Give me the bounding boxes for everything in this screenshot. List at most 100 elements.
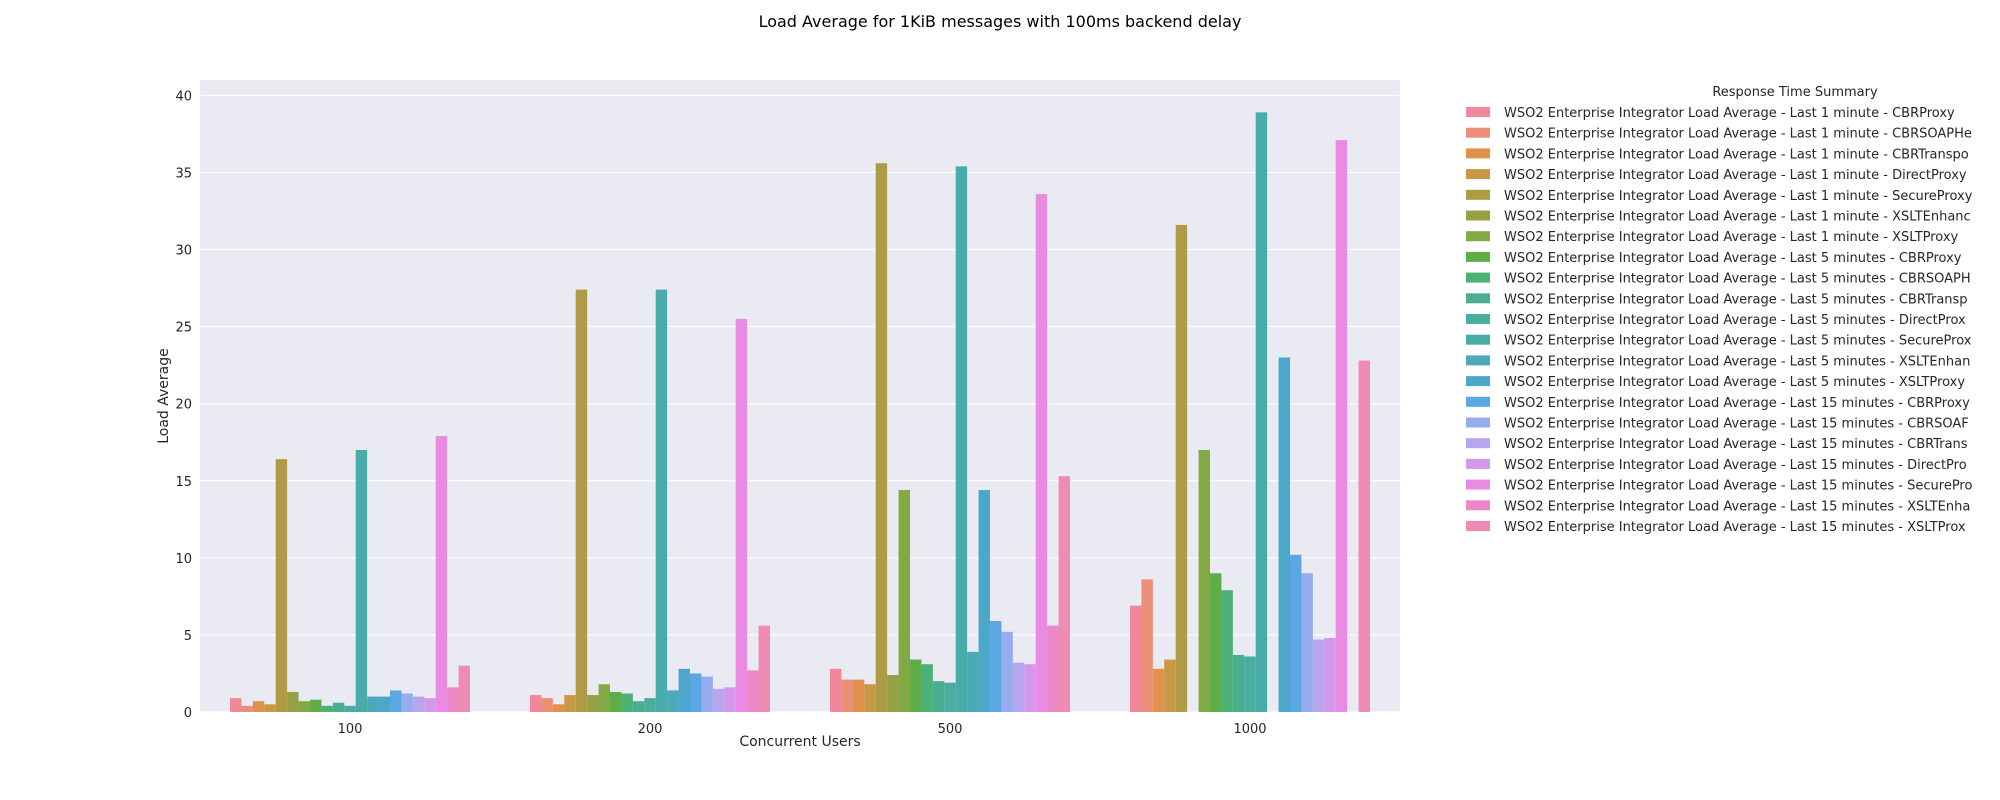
y-tick-label: 40 (175, 89, 192, 104)
bar (241, 705, 253, 712)
y-tick-label: 30 (175, 244, 192, 259)
legend-swatch (1466, 231, 1490, 242)
bar (932, 681, 945, 712)
bar (1255, 112, 1268, 713)
legend-swatch (1466, 521, 1490, 531)
bar (1175, 224, 1188, 712)
bar (1335, 140, 1348, 713)
bar (424, 698, 436, 712)
legend-swatch (1466, 210, 1490, 221)
bar (367, 696, 379, 712)
bar (378, 696, 390, 712)
legend-swatch (1466, 251, 1490, 262)
bar (355, 449, 368, 712)
legend-swatch (1466, 417, 1490, 428)
legend-swatch (1466, 148, 1490, 159)
bar (690, 673, 702, 712)
bar (1130, 605, 1142, 712)
x-axis-label: Concurrent Users (739, 734, 860, 750)
legend-swatch (1466, 376, 1490, 387)
legend-swatch (1466, 479, 1490, 490)
bar (632, 701, 645, 712)
bar (230, 698, 242, 712)
legend-entry: WSO2 Enterprise Integrator Load Average … (1504, 417, 1969, 432)
bar (310, 699, 322, 712)
y-tick-label: 10 (175, 552, 192, 567)
bar (435, 436, 448, 712)
bar (1324, 638, 1336, 712)
bar (530, 695, 542, 712)
legend-entry: WSO2 Enterprise Integrator Load Average … (1504, 479, 1972, 494)
bar (1312, 639, 1325, 712)
bar (655, 289, 668, 712)
x-tick-label: 200 (638, 722, 663, 737)
bar (321, 705, 333, 712)
legend-swatch (1466, 169, 1490, 180)
bar (458, 665, 470, 712)
bar (978, 490, 990, 712)
legend-entry: WSO2 Enterprise Integrator Load Average … (1504, 272, 1971, 287)
bar (1152, 668, 1165, 712)
legend-swatch (1466, 355, 1490, 366)
bar (1024, 664, 1036, 712)
bar (852, 679, 865, 712)
bar (724, 687, 736, 712)
x-tick-label: 1000 (1233, 722, 1266, 737)
legend-entry: WSO2 Enterprise Integrator Load Average … (1504, 375, 1965, 390)
y-tick-label: 0 (184, 706, 192, 721)
legend-entry: WSO2 Enterprise Integrator Load Average … (1504, 313, 1966, 328)
legend-swatch (1466, 314, 1490, 324)
bar (412, 696, 425, 712)
bar (252, 701, 265, 712)
bar (564, 695, 576, 712)
legend-swatch (1466, 334, 1490, 345)
legend-entry: WSO2 Enterprise Integrator Load Average … (1504, 396, 1970, 411)
bar (667, 690, 679, 712)
bar (1290, 554, 1302, 712)
bar (898, 490, 910, 712)
bar (644, 698, 656, 712)
bar (1278, 357, 1290, 712)
bar (1221, 590, 1233, 712)
bar (875, 163, 888, 713)
legend: Response Time Summary WSO2 Enterprise In… (1466, 85, 1973, 535)
bar (1232, 654, 1245, 712)
bar (1035, 194, 1048, 712)
legend-entry: WSO2 Enterprise Integrator Load Average … (1504, 189, 1973, 204)
legend-swatch (1466, 396, 1490, 407)
legend-entry: WSO2 Enterprise Integrator Load Average … (1504, 106, 1955, 121)
bar (575, 289, 588, 712)
y-tick-label: 25 (175, 321, 192, 336)
chart-title: Load Average for 1KiB messages with 100m… (759, 12, 1242, 31)
bar (944, 682, 956, 712)
bar (830, 668, 842, 712)
bar (1047, 625, 1059, 712)
bar (344, 705, 356, 712)
x-tick-label: 500 (938, 722, 963, 737)
legend-swatch (1466, 272, 1490, 283)
bar (610, 691, 622, 712)
legend-entry: WSO2 Enterprise Integrator Load Average … (1504, 354, 1970, 369)
x-tick-labels: 100 200 500 1000 (338, 722, 1267, 737)
legend-entry: WSO2 Enterprise Integrator Load Average … (1504, 230, 1959, 245)
bar (552, 704, 565, 712)
bar (1301, 573, 1313, 712)
y-tick-label: 20 (175, 398, 192, 413)
bar (712, 688, 725, 712)
bar (955, 166, 968, 712)
y-tick-label: 35 (175, 166, 192, 181)
bar (275, 459, 288, 712)
bar (264, 704, 276, 712)
legend-entry: WSO2 Enterprise Integrator Load Average … (1504, 127, 1972, 142)
bar (921, 664, 933, 712)
bar (910, 659, 922, 712)
y-axis-label: Load Average (156, 348, 172, 444)
legend-swatch (1466, 438, 1490, 449)
legend-entry: WSO2 Enterprise Integrator Load Average … (1504, 499, 1970, 514)
bar (701, 676, 713, 712)
bar (541, 698, 553, 712)
bar (298, 701, 310, 712)
legend-entry: WSO2 Enterprise Integrator Load Average … (1504, 147, 1969, 162)
legend-entry: WSO2 Enterprise Integrator Load Average … (1504, 437, 1968, 452)
